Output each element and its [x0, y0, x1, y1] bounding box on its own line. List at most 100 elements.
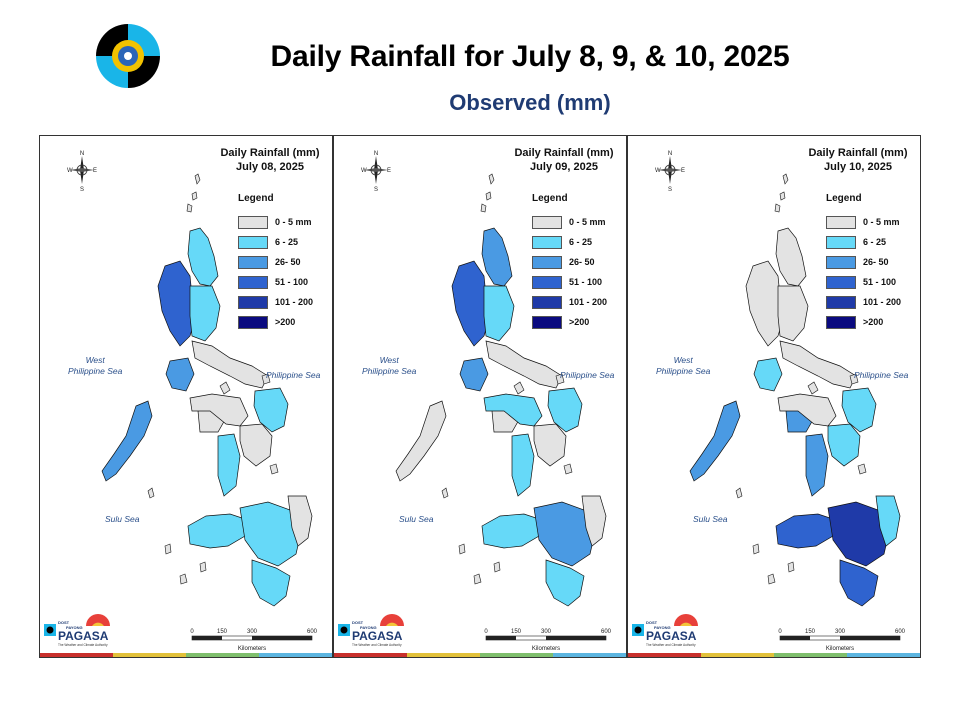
scale-tick-label: 0 — [484, 629, 488, 635]
legend: 0 - 5 mm 6 - 25 26- 50 51 - 100 101 - 200 >20… — [238, 212, 313, 332]
scale-tick-label: 150 — [511, 629, 522, 635]
legend-swatch — [532, 295, 562, 309]
legend-item: 101 - 200 — [238, 292, 313, 312]
color-stripe — [628, 653, 920, 657]
region-luzon-c — [777, 285, 809, 342]
umbrella-icon-inner — [92, 622, 104, 626]
legend-label: >200 — [863, 317, 884, 327]
scale-unit-label: Kilometers — [826, 646, 854, 652]
legend-label: 0 - 5 mm — [275, 217, 312, 227]
islet — [563, 463, 573, 475]
scale-bar: 0 150 300 600 Kilometers — [190, 629, 317, 652]
compass-e-label: E — [93, 168, 97, 174]
islet — [147, 487, 155, 499]
legend-label: 26- 50 — [569, 257, 595, 267]
region-mindoro — [165, 357, 195, 392]
legend-swatch — [532, 315, 562, 329]
stripe-segment — [40, 653, 113, 657]
stripe-segment — [259, 653, 332, 657]
islet — [261, 373, 271, 385]
islet — [752, 543, 760, 555]
legend-item: 6 - 25 — [532, 232, 607, 252]
region-visayas-e — [533, 423, 567, 467]
region-mind-w — [481, 513, 543, 549]
islet — [219, 381, 231, 395]
legend-item: 0 - 5 mm — [238, 212, 313, 232]
compass-n-label: N — [374, 151, 378, 157]
legend-label: 26- 50 — [863, 257, 889, 267]
stripe-segment — [407, 653, 480, 657]
stripe-segment — [553, 653, 626, 657]
scale-bar-segment — [192, 636, 222, 640]
brand-tagline: The Weather and Climate Authority — [352, 643, 402, 647]
map-panels: N E S W Daily Rainfall (mm) July 08, 2025 L… — [39, 135, 921, 658]
region-palawan — [689, 400, 741, 482]
region-luzon-w — [157, 260, 197, 347]
legend-swatch — [238, 215, 268, 229]
legend-item: >200 — [826, 312, 901, 332]
brand-name: PAGASA — [58, 629, 109, 643]
rainfall-map — [101, 173, 313, 607]
islet — [555, 373, 565, 385]
scale-tick-label: 150 — [217, 629, 228, 635]
region-samar — [841, 387, 877, 433]
umbrella-icon — [86, 614, 110, 626]
compass-needle-ew — [364, 168, 388, 172]
legend-label: 26- 50 — [275, 257, 301, 267]
legend-swatch — [826, 235, 856, 249]
legend-item: 26- 50 — [238, 252, 313, 272]
compass-ring — [76, 164, 88, 176]
legend-item: >200 — [532, 312, 607, 332]
stripe-segment — [847, 653, 920, 657]
scale-bar-segment — [486, 636, 516, 640]
islet — [441, 487, 449, 499]
region-visayas-e — [827, 423, 861, 467]
legend-label: 101 - 200 — [275, 297, 314, 307]
legend-title: Legend — [532, 193, 568, 204]
region-mind-s — [251, 559, 291, 607]
region-luzon-n — [775, 227, 807, 287]
region-samar — [253, 387, 289, 433]
scale-bar-segment — [780, 636, 810, 640]
scale-bar: 0 150 300 600 Kilometers — [778, 629, 905, 652]
islet — [191, 191, 198, 201]
region-luzon-se — [485, 340, 563, 389]
scale-tick-label: 0 — [190, 629, 194, 635]
rainfall-map — [689, 173, 901, 607]
pagasa-mark-dot — [634, 626, 642, 634]
philippine-sea-label: Philippine Sea — [560, 370, 615, 380]
islet — [480, 203, 487, 213]
legend-swatch — [826, 295, 856, 309]
legend-label: 51 - 100 — [569, 277, 603, 287]
region-mind-e — [581, 495, 607, 547]
region-luzon-c — [189, 285, 221, 342]
region-mindoro — [459, 357, 489, 392]
compass-needle-ew — [658, 168, 682, 172]
region-mind-s — [545, 559, 585, 607]
region-mind-c — [533, 501, 597, 567]
legend-swatch — [238, 315, 268, 329]
scale-bar-segment — [840, 636, 900, 640]
stripe-segment — [774, 653, 847, 657]
legend-swatch — [532, 275, 562, 289]
philippine-sea-label: Philippine Sea — [854, 370, 909, 380]
stripe-segment — [628, 653, 701, 657]
legend-label: 51 - 100 — [275, 277, 309, 287]
region-mind-e — [875, 495, 901, 547]
sulu-sea-label: Sulu Sea — [105, 514, 140, 524]
region-negros — [805, 433, 829, 497]
compass-n-label: N — [668, 151, 672, 157]
islet — [807, 381, 819, 395]
stripe-segment — [186, 653, 259, 657]
compass-rose-icon: N E S W — [655, 151, 685, 192]
legend-swatch — [238, 235, 268, 249]
scale-bar: 0 150 300 600 Kilometers — [484, 629, 611, 652]
scale-tick-label: 300 — [835, 629, 846, 635]
color-stripe — [40, 653, 332, 657]
legend-label: 6 - 25 — [863, 237, 887, 247]
legend-swatch — [532, 255, 562, 269]
legend-label: 101 - 200 — [863, 297, 902, 307]
map-panel-july-09: N E S W Daily Rainfall (mm) July 09, 2025 L… — [333, 135, 627, 658]
